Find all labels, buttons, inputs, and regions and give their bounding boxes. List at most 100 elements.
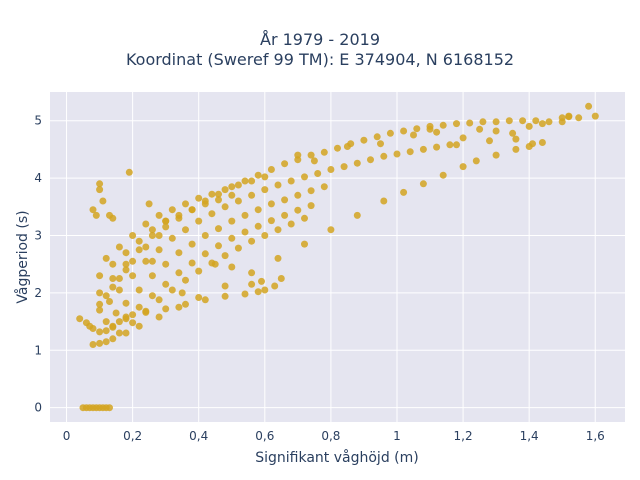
- data-point: [267, 200, 275, 208]
- data-point: [178, 289, 186, 297]
- data-point: [215, 196, 222, 204]
- data-point: [307, 151, 315, 159]
- data-point: [122, 260, 130, 268]
- data-point: [155, 296, 163, 304]
- data-point: [142, 220, 150, 228]
- data-point: [538, 120, 546, 128]
- data-point: [188, 206, 196, 214]
- x-tick-label: 0,6: [255, 429, 274, 443]
- data-point: [162, 260, 170, 268]
- data-point: [102, 318, 110, 326]
- data-point: [148, 272, 156, 280]
- data-point: [168, 286, 176, 294]
- data-point: [135, 246, 143, 254]
- data-point: [512, 135, 520, 143]
- data-point: [109, 214, 117, 222]
- data-point: [532, 117, 540, 125]
- data-point: [115, 318, 123, 326]
- data-point: [340, 163, 348, 171]
- data-point: [115, 275, 123, 282]
- data-point: [195, 194, 203, 202]
- data-point: [201, 296, 209, 304]
- data-point: [281, 160, 289, 168]
- data-point: [221, 282, 229, 290]
- data-point: [307, 187, 315, 195]
- data-point: [343, 143, 351, 150]
- data-point: [182, 226, 189, 234]
- data-point: [234, 181, 242, 189]
- data-point: [258, 277, 265, 285]
- data-point: [155, 211, 163, 219]
- data-point: [267, 166, 275, 173]
- data-point: [459, 163, 467, 171]
- x-tick-label: 1,4: [520, 429, 539, 443]
- data-point: [248, 269, 256, 277]
- data-point: [102, 327, 110, 335]
- data-point: [433, 143, 441, 151]
- data-point: [155, 246, 163, 254]
- data-point: [89, 325, 97, 332]
- data-point: [287, 177, 295, 185]
- data-point: [261, 173, 269, 181]
- data-point: [254, 288, 262, 296]
- data-point: [310, 157, 318, 165]
- chart-title-line-1: År 1979 - 2019: [260, 30, 380, 49]
- data-point: [188, 240, 196, 248]
- data-point: [492, 127, 500, 135]
- data-point: [400, 127, 408, 135]
- data-point: [241, 228, 249, 236]
- data-point: [353, 159, 361, 167]
- y-tick-label: 2: [34, 286, 42, 300]
- data-point: [109, 283, 117, 291]
- data-point: [92, 211, 100, 219]
- data-point: [125, 168, 133, 176]
- y-tick-label: 1: [34, 343, 42, 357]
- data-point: [221, 292, 229, 300]
- data-point: [188, 259, 196, 267]
- data-point: [466, 119, 474, 127]
- data-point: [89, 341, 97, 348]
- data-point: [148, 292, 156, 300]
- data-point: [538, 139, 546, 146]
- data-point: [122, 266, 130, 274]
- data-point: [274, 181, 282, 189]
- data-point: [182, 276, 189, 284]
- data-point: [195, 217, 203, 225]
- data-point: [419, 145, 427, 153]
- data-point: [294, 151, 302, 159]
- data-point: [248, 280, 256, 288]
- data-point: [96, 289, 104, 297]
- data-point: [115, 329, 123, 337]
- data-point: [112, 309, 120, 317]
- data-point: [301, 173, 308, 181]
- y-axis-label: Vågperiod (s): [14, 210, 31, 303]
- data-point: [353, 211, 361, 219]
- data-point: [380, 152, 388, 160]
- data-point: [201, 200, 209, 208]
- data-point: [106, 404, 113, 412]
- data-point: [215, 225, 222, 233]
- data-point: [254, 222, 262, 230]
- x-axis-label: Signifikant våghöjd (m): [255, 449, 418, 466]
- data-point: [129, 232, 137, 239]
- data-point: [122, 329, 130, 337]
- data-point: [195, 294, 203, 301]
- data-point: [241, 177, 249, 185]
- data-point: [142, 307, 150, 315]
- data-point: [109, 335, 117, 343]
- data-point: [215, 242, 222, 250]
- data-point: [129, 311, 137, 319]
- data-point: [129, 272, 137, 280]
- data-point: [96, 306, 104, 314]
- data-point: [307, 202, 315, 210]
- data-point: [277, 275, 285, 282]
- data-point: [102, 292, 110, 300]
- y-tick-label: 3: [34, 228, 42, 242]
- data-point: [148, 232, 156, 239]
- data-point: [393, 150, 401, 158]
- data-point: [211, 260, 219, 268]
- x-tick-label: 0,4: [189, 429, 208, 443]
- data-point: [135, 286, 143, 294]
- data-point: [168, 206, 176, 214]
- data-point: [162, 280, 170, 288]
